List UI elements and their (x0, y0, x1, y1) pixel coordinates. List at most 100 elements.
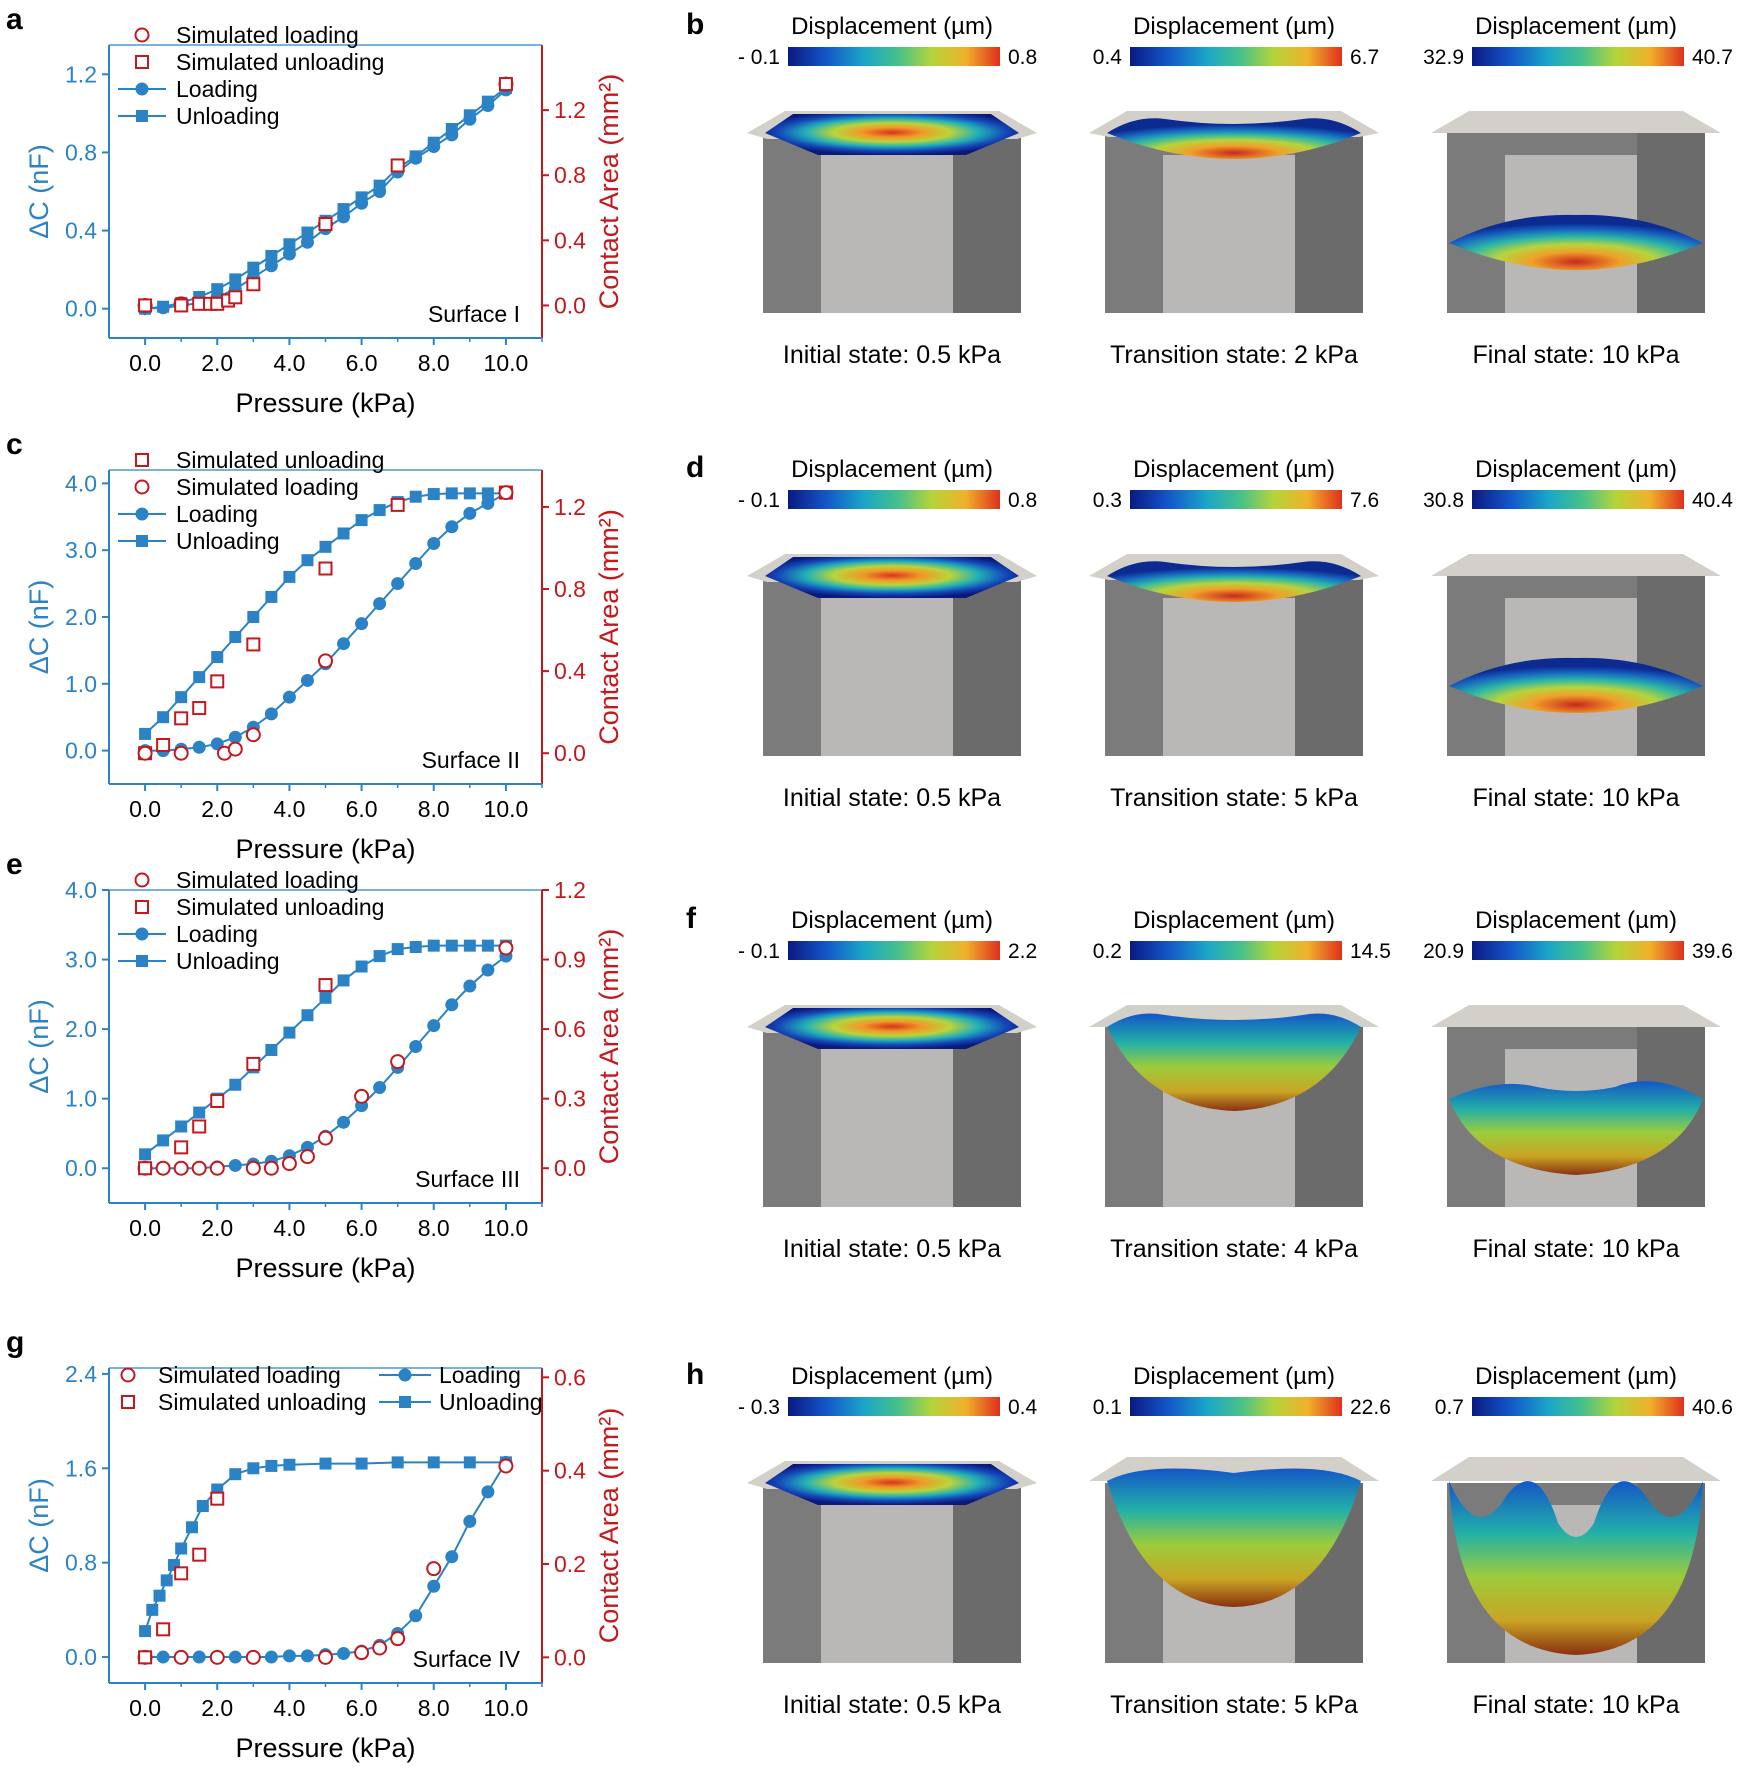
simulation-cell: Displacement (µm) - 0.1 2.2 Initial state: … (738, 907, 1037, 1263)
x-tick-label: 2.0 (201, 350, 233, 376)
data-point (318, 1649, 333, 1665)
simulation-model (1089, 1005, 1379, 1207)
simulation-model (1431, 1005, 1721, 1207)
y-tick-label: 0.4 (65, 218, 97, 244)
legend-marker (134, 872, 150, 888)
x-tick-label: 8.0 (418, 350, 450, 376)
data-point (409, 150, 422, 163)
data-point (263, 1160, 279, 1176)
legend-marker (136, 110, 148, 122)
legend-marker (121, 1395, 135, 1409)
chart-panel-g: g 0.0 2.0 4.0 6.0 8.0 10.0 0.0 0.8 1.6 2.4 0.0 0.2 0.… (6, 1326, 624, 1763)
data-point (153, 1589, 166, 1602)
data-point (463, 506, 477, 520)
simulation-cell: Displacement (µm) - 0.1 0.8 Initial state: … (738, 13, 1037, 369)
y-tick-label: 2.0 (65, 1016, 97, 1042)
series-simulated-loading (137, 485, 514, 761)
colorbar-min: 0.7 (1435, 1396, 1464, 1419)
x-tick-label: 10.0 (484, 796, 529, 822)
colorbar-min: 20.9 (1423, 940, 1464, 963)
data-point (283, 1458, 296, 1471)
data-point (390, 1631, 406, 1647)
data-point (264, 707, 278, 721)
state-caption: Final state: 10 kPa (1472, 1691, 1679, 1719)
data-point (185, 1521, 198, 1534)
data-point (229, 631, 242, 644)
colorbar-max: 40.6 (1692, 1396, 1733, 1419)
colorbar (788, 941, 1000, 960)
y-tick-label: 1.2 (65, 61, 97, 87)
membrane-rim (1431, 111, 1721, 133)
legend-label: Unloading (176, 103, 280, 129)
data-point (155, 1160, 171, 1176)
data-point (156, 738, 171, 753)
membrane-surface (1449, 214, 1703, 270)
simulation-panel-h: h Displacement (µm) - 0.3 0.4 Initial state:… (686, 1358, 1733, 1719)
y-tick-label: 2.0 (65, 604, 97, 630)
state-caption: Initial state: 0.5 kPa (783, 1235, 1001, 1263)
series-simulated-unloading (138, 978, 333, 1176)
membrane-surface (1107, 118, 1361, 159)
simulation-model (1431, 1457, 1721, 1663)
legend-label: Unloading (439, 1389, 543, 1415)
membrane-surface (765, 1008, 1019, 1049)
data-point (319, 991, 332, 1004)
model-cavity (821, 598, 953, 756)
chart-panel-a: a 0.0 2.0 4.0 6.0 8.0 10.0 0.0 0.4 0.8 1.2 0.0 0.4 0.… (6, 3, 624, 418)
data-point (427, 488, 440, 501)
x-tick-label: 2.0 (201, 1695, 233, 1721)
data-point (445, 122, 458, 135)
colorbar (1130, 47, 1342, 66)
simulation-model (1089, 111, 1379, 313)
x-tick-label: 4.0 (273, 796, 305, 822)
state-caption: Final state: 10 kPa (1472, 784, 1679, 812)
legend-marker (136, 535, 148, 547)
legend-label: Simulated unloading (176, 49, 384, 75)
data-point (481, 95, 494, 108)
data-point (391, 943, 404, 956)
data-point (265, 249, 278, 262)
data-point (228, 1650, 242, 1664)
panel-letter: f (686, 902, 697, 935)
data-point (211, 651, 224, 664)
y2-tick-label: 1.2 (554, 97, 586, 123)
data-point (245, 1160, 261, 1176)
model-wall-right (953, 1027, 1021, 1207)
data-point (156, 1650, 170, 1664)
data-point (427, 536, 441, 550)
colorbar (788, 490, 1000, 509)
data-point (409, 941, 422, 954)
colorbar (1472, 1397, 1684, 1416)
y2-tick-label: 0.6 (554, 1016, 586, 1042)
colorbar-max: 14.5 (1350, 940, 1391, 963)
simulation-cell: Displacement (µm) 32.9 40.7 Final state: 10… (1423, 13, 1733, 369)
data-point (247, 610, 260, 623)
data-point (427, 939, 440, 952)
y2-tick-label: 0.2 (554, 1551, 586, 1577)
legend-label: Loading (439, 1362, 521, 1388)
y-tick-label: 0.0 (65, 1155, 97, 1181)
data-point (390, 158, 405, 173)
data-point (409, 490, 422, 503)
data-point (445, 939, 458, 952)
panel-letter: g (6, 1326, 24, 1359)
state-caption: Transition state: 2 kPa (1110, 341, 1358, 369)
x-tick-label: 4.0 (273, 350, 305, 376)
legend-marker (135, 927, 149, 941)
legend-label: Loading (176, 501, 258, 527)
data-point (318, 653, 333, 669)
colorbar-title: Displacement (µm) (791, 13, 993, 40)
data-point (229, 1468, 242, 1481)
y-tick-label: 3.0 (65, 947, 97, 973)
chart-panel-c: c 0.0 2.0 4.0 6.0 8.0 10.0 0.0 1.0 2.0 3.0 4.0 0.0 0.… (6, 428, 624, 864)
y-tick-label: 1.0 (65, 671, 97, 697)
data-point (301, 554, 314, 567)
x-axis-title: Pressure (kPa) (235, 1253, 415, 1283)
y-tick-label: 0.0 (65, 1644, 97, 1670)
data-point (175, 1542, 188, 1555)
y-tick-label: 1.0 (65, 1086, 97, 1112)
data-point (318, 217, 333, 232)
data-point (373, 1081, 387, 1095)
colorbar-title: Displacement (µm) (791, 907, 993, 934)
